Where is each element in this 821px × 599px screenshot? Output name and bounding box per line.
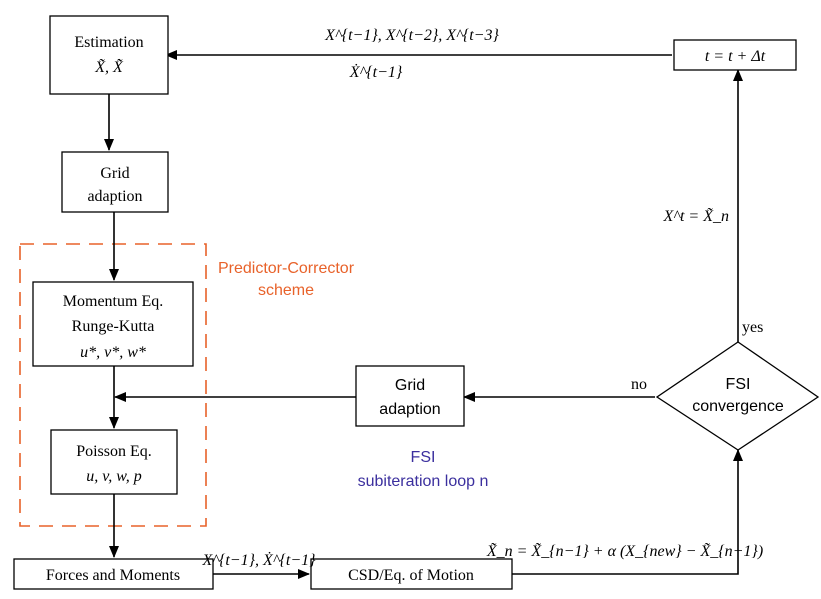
pc-scheme-label: Predictor-Corrector (218, 260, 355, 277)
forces-moments-box: Forces and Moments (13, 558, 214, 590)
grid-adaption-mid-box: Grid adaption (355, 365, 465, 427)
csd-motion-box: CSD/Eq. of Motion (310, 558, 513, 590)
time-step-box: t = t + Δt (673, 39, 797, 71)
svg-text:Poisson Eq.: Poisson Eq. (76, 443, 152, 460)
svg-text:Grid: Grid (100, 165, 129, 182)
poisson-box: Poisson Eq. u, v, w, p (50, 429, 178, 495)
grid-adaption-top-box: Grid adaption (61, 151, 169, 213)
fsi-loop-label: FSI (411, 449, 436, 466)
svg-text:CSD/Eq. of Motion: CSD/Eq. of Motion (348, 567, 474, 584)
forces-to-csd-label: X^{t−1}, Ẋ^{t−1} (201, 551, 316, 569)
svg-text:X̃, X̃̇: X̃, X̃̇ (94, 58, 124, 76)
svg-text:Grid: Grid (395, 377, 425, 394)
arrow-csd-to-fsi (512, 449, 743, 575)
svg-text:FSI: FSI (726, 376, 751, 393)
pc-scheme-label-2: scheme (258, 282, 314, 299)
history-x-label: X^{t−1}, X^{t−2}, X^{t−3} (324, 27, 499, 44)
predictor-corrector-region (19, 243, 207, 527)
svg-text:u, v, w, p: u, v, w, p (86, 468, 141, 485)
svg-text:Momentum Eq.: Momentum Eq. (63, 293, 163, 310)
svg-text:Forces and Moments: Forces and Moments (46, 567, 180, 584)
svg-text:convergence: convergence (692, 398, 784, 415)
svg-text:Estimation: Estimation (74, 34, 143, 51)
svg-text:adaption: adaption (87, 188, 142, 205)
momentum-box: Momentum Eq. Runge-Kutta u*, v*, w* (32, 281, 194, 367)
history-xdot-label: Ẋ^{t−1} (349, 63, 403, 81)
svg-text:Runge-Kutta: Runge-Kutta (72, 318, 155, 335)
svg-text:u*, v*, w*: u*, v*, w* (80, 344, 146, 361)
fsi-convergence-diamond: FSI convergence (655, 341, 820, 451)
xt-update-label: X^t = X̃_n (662, 207, 729, 225)
svg-text:adaption: adaption (379, 401, 440, 418)
fsi-loop-label-2: subiteration loop n (358, 473, 489, 490)
no-label: no (631, 376, 647, 393)
relaxation-label: X̃_n = X̃_{n−1} + α (X_{new} − X̃_{n−1}) (486, 542, 763, 560)
yes-label: yes (742, 319, 763, 336)
estimation-box: Estimation X̃, X̃̇ (49, 15, 169, 95)
svg-text:t = t + Δt: t = t + Δt (705, 48, 766, 65)
